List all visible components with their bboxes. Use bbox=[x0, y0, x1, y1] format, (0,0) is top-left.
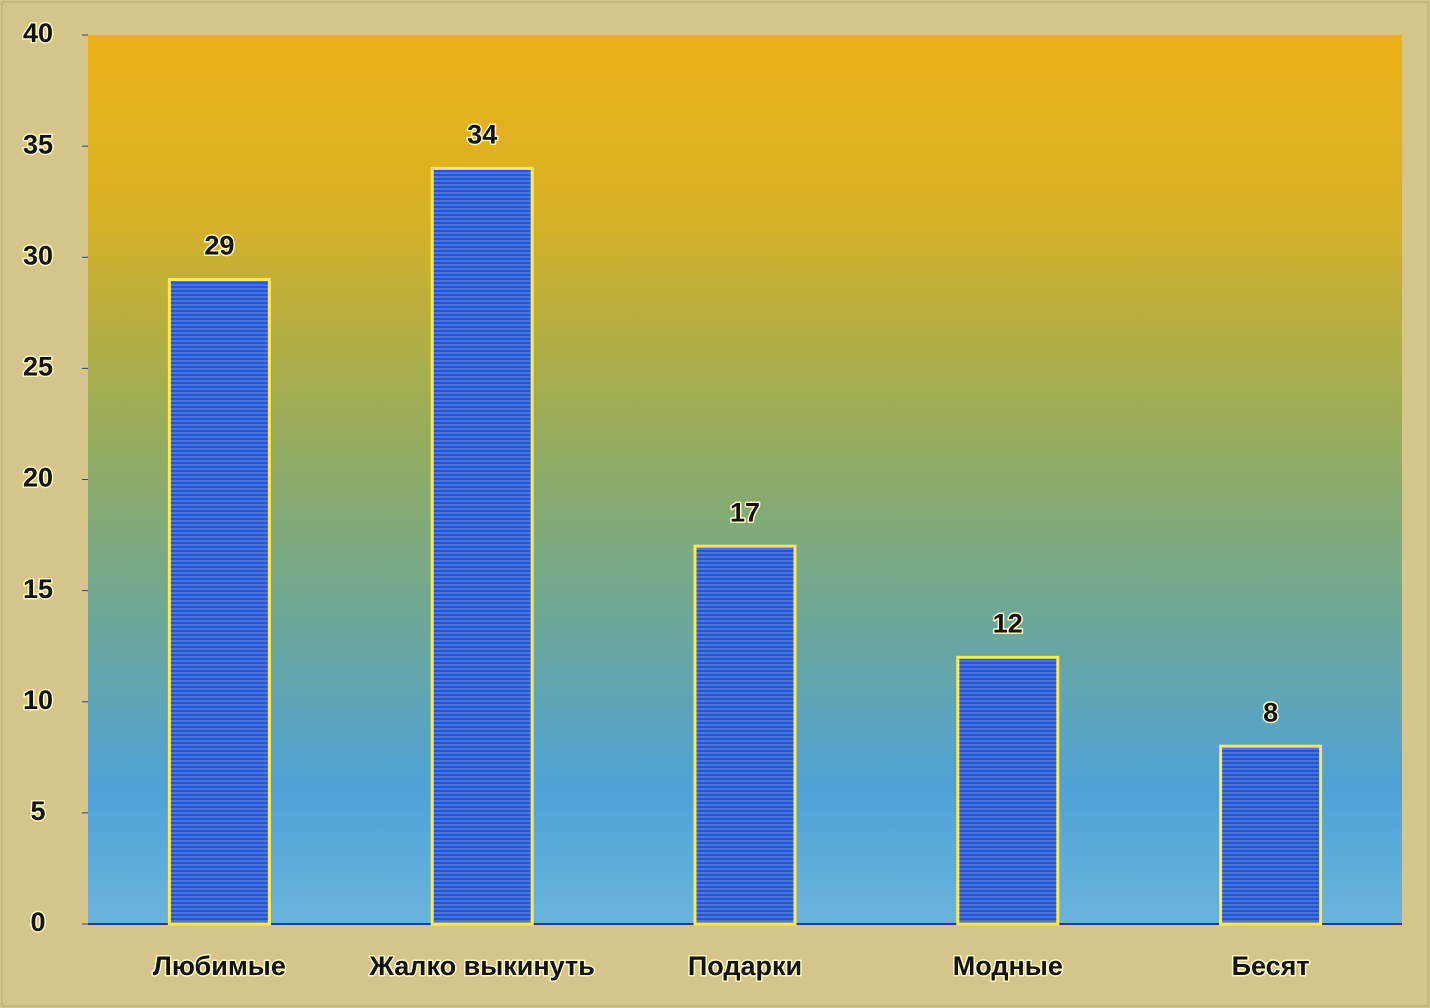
y-tick-label: 10 bbox=[23, 685, 53, 715]
x-tick-label: Жалко выкинуть bbox=[369, 951, 595, 981]
y-tick-label: 30 bbox=[23, 240, 53, 270]
y-tick-label: 15 bbox=[23, 574, 53, 604]
y-tick-label: 25 bbox=[23, 352, 53, 382]
value-label: 12 bbox=[993, 608, 1023, 638]
y-tick-label: 40 bbox=[23, 18, 53, 48]
x-tick-label: Любимые bbox=[153, 951, 286, 981]
value-label: 29 bbox=[204, 231, 234, 261]
x-tick-label: Модные bbox=[953, 951, 1063, 981]
bar-texture bbox=[432, 168, 533, 925]
value-label: 8 bbox=[1263, 697, 1278, 727]
x-tick-label: Подарки bbox=[688, 951, 802, 981]
y-tick-label: 0 bbox=[30, 907, 45, 937]
y-tick-label: 35 bbox=[23, 129, 53, 159]
bar-texture bbox=[695, 546, 795, 924]
bar-texture bbox=[957, 657, 1058, 924]
value-label: 17 bbox=[730, 497, 760, 527]
value-label: 34 bbox=[467, 119, 497, 149]
bar-texture bbox=[169, 279, 270, 925]
y-tick-label: 5 bbox=[30, 796, 45, 826]
bar-texture bbox=[1220, 746, 1321, 924]
y-tick-label: 20 bbox=[23, 463, 53, 493]
x-tick-label: Бесят bbox=[1232, 951, 1310, 981]
